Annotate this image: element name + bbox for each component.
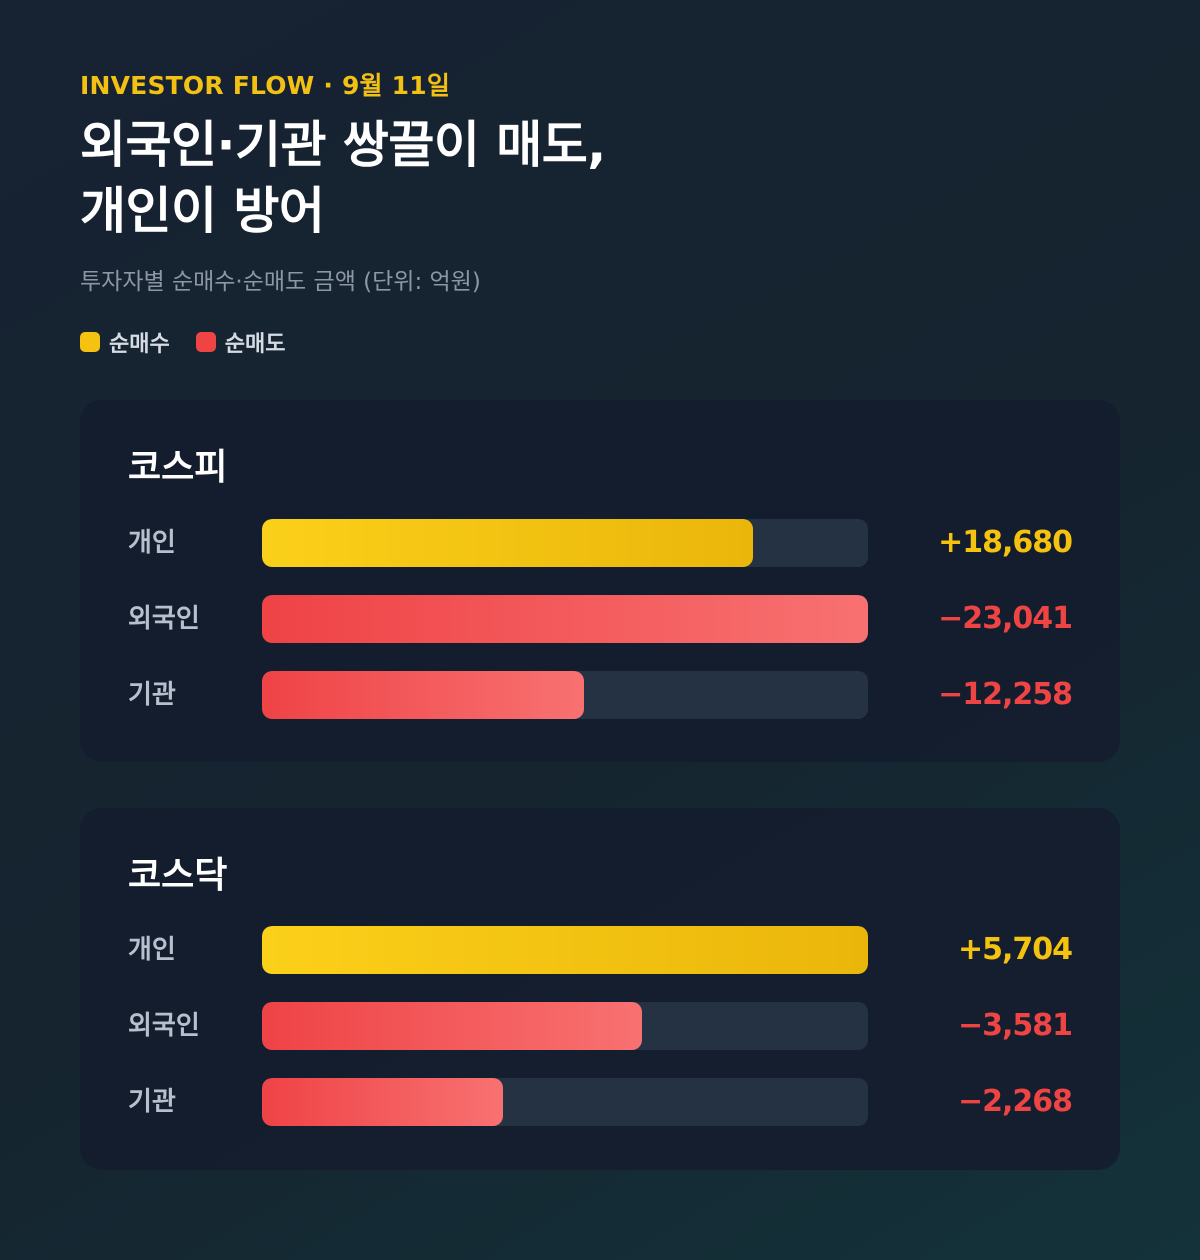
bar-category-label: 기관 [128,680,176,710]
bar-row: 기관 −12,258 [80,671,1120,719]
bar-value-label: −12,258 [938,677,1073,712]
bar [262,926,868,974]
bar-track [262,595,868,643]
legend-swatch-sell [195,332,216,352]
bar-value-label: −2,268 [957,1084,1073,1119]
bar-track [262,1002,868,1050]
bar-row: 외국인 −3,581 [80,1002,1120,1050]
page-title-line-2: 개인이 방어 [80,182,325,240]
bar-category-label: 외국인 [128,1011,200,1041]
bar-value-label: +5,704 [957,932,1073,967]
bar-track [262,671,868,719]
legend-label-sell: 순매도 [224,332,286,357]
bar-track [262,926,868,974]
bar [262,1002,642,1050]
bar-category-label: 개인 [128,935,176,965]
bar-row: 개인 +18,680 [80,519,1120,567]
bar-row: 외국인 −23,041 [80,595,1120,643]
bar [262,595,868,643]
bar-row: 개인 +5,704 [80,926,1120,974]
bar-category-label: 외국인 [128,604,200,634]
bar-value-label: −23,041 [938,601,1073,636]
bar-category-label: 개인 [128,528,176,558]
bar-row: 기관 −2,268 [80,1078,1120,1126]
bar-value-label: −3,581 [957,1008,1073,1043]
page-title: 외국인·기관 쌍끌이 매도, 개인이 방어 [80,112,606,244]
legend: 순매수 순매도 [80,326,285,358]
legend-swatch-buy [80,332,100,352]
kicker: INVESTOR FLOW · 9월 11일 [80,71,451,100]
bar [262,519,753,567]
bar-category-label: 기관 [128,1087,176,1117]
chart-title-kosdaq: 코스닥 [128,855,228,896]
bar [262,671,584,719]
chart-title-kospi: 코스피 [128,447,228,488]
bar-track [262,519,868,567]
page-title-line-1: 외국인·기관 쌍끌이 매도, [80,116,606,174]
chart-panel-kospi: 코스피 개인 +18,680 외국인 −23,041 기관 −12,258 [80,400,1120,762]
bar-value-label: +18,680 [938,525,1073,560]
subtitle: 투자자별 순매수·순매도 금액 (단위: 억원) [80,269,481,295]
bar-track [262,1078,868,1126]
legend-item-sell: 순매도 [195,326,286,358]
legend-item-buy: 순매수 [80,326,170,358]
legend-label-buy: 순매수 [109,332,170,357]
chart-panel-kosdaq: 코스닥 개인 +5,704 외국인 −3,581 기관 −2,268 [80,808,1120,1170]
bar [262,1078,503,1126]
